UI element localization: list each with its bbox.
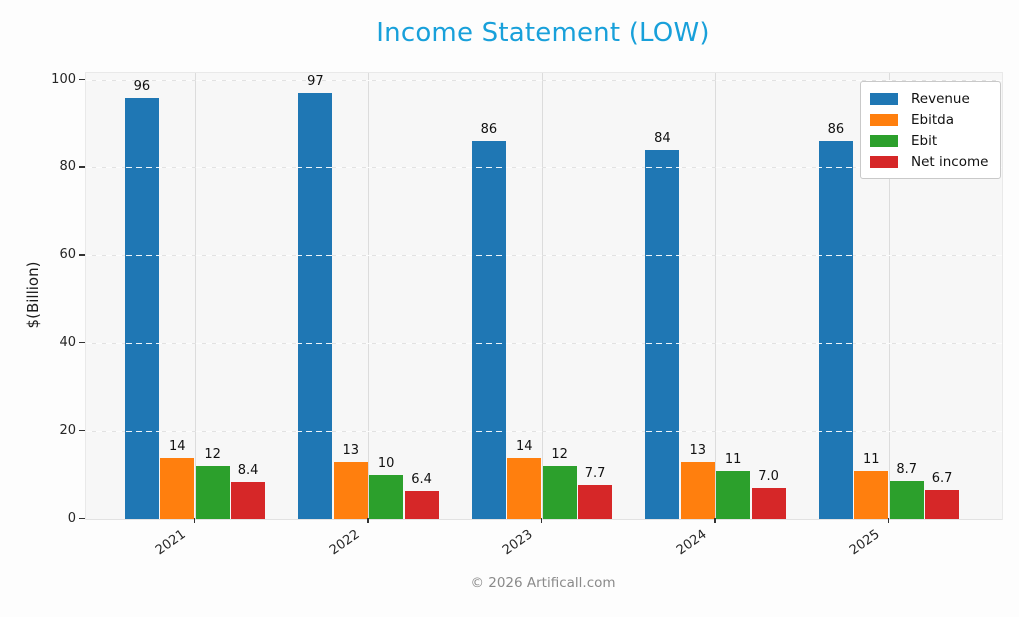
- footer-credit: © 2026 Artificall.com: [470, 575, 616, 591]
- y-tick-mark: [79, 341, 85, 344]
- legend: Revenue Ebitda Ebit Net income: [860, 81, 1002, 179]
- plot-area: 96 97 86 84 86 14 13 14 13 11 12 10 12 11 8.7 8.4 6.4 7.7…: [85, 72, 1003, 520]
- bar-net-income-2024: [751, 488, 786, 519]
- bar-value-label: 8.4: [237, 463, 259, 479]
- bar-ebitda-2022: [333, 461, 368, 519]
- bar-ebit-2025: [889, 480, 924, 519]
- y-tick-label: 0: [67, 510, 76, 526]
- bar-ebitda-2023: [507, 457, 542, 519]
- bar-revenue-2024: [645, 150, 680, 519]
- legend-item-label: Net income: [911, 153, 989, 170]
- bar-net-income-2022: [404, 490, 439, 519]
- bar-value-label: 96: [133, 78, 151, 94]
- x-gridline: [541, 73, 543, 519]
- bar-ebit-2023: [542, 466, 577, 519]
- bar-ebitda-2025: [854, 470, 889, 519]
- legend-swatch-icon: [870, 155, 898, 168]
- x-gridline: [715, 73, 716, 519]
- bar-value-label: 10: [377, 456, 395, 472]
- legend-item-label: Revenue: [911, 90, 970, 107]
- y-gridline: [86, 430, 1002, 432]
- x-tick-mark: [193, 518, 195, 523]
- x-gridline: [368, 73, 369, 519]
- y-tick-label: 20: [59, 422, 76, 438]
- x-tick-mark: [367, 518, 369, 523]
- x-gridline: [888, 73, 890, 519]
- y-tick-mark: [79, 517, 85, 519]
- legend-item-net-income: Net income: [870, 151, 988, 172]
- legend-item-label: Ebit: [911, 132, 938, 149]
- bar-value-label: 14: [169, 438, 186, 454]
- y-tick-mark: [79, 254, 85, 256]
- bar-value-label: 8.7: [896, 461, 918, 477]
- bar-value-label: 6.4: [411, 471, 432, 487]
- y-tick-mark: [79, 429, 85, 432]
- y-tick-label: 80: [59, 159, 76, 175]
- bar-value-label: 7.0: [758, 469, 779, 485]
- bar-net-income-2023: [578, 485, 613, 519]
- y-tick-label: 40: [59, 334, 76, 350]
- bar-revenue-2025: [818, 141, 853, 519]
- y-axis-label: $(Billion): [24, 261, 42, 329]
- bar-value-label: 86: [480, 122, 498, 138]
- legend-swatch-icon: [870, 113, 898, 126]
- y-gridline: [86, 342, 1002, 344]
- bar-ebit-2022: [369, 475, 404, 519]
- y-gridline: [86, 518, 1002, 520]
- bar-value-label: 12: [204, 447, 221, 463]
- bar-value-label: 13: [342, 442, 360, 458]
- y-tick-mark: [79, 166, 85, 168]
- bar-net-income-2025: [925, 489, 960, 519]
- legend-swatch-icon: [870, 92, 898, 105]
- y-tick-label: 60: [59, 247, 76, 263]
- bar-value-label: 6.7: [931, 470, 953, 486]
- legend-item-ebitda: Ebitda: [870, 109, 988, 130]
- bar-ebitda-2021: [160, 457, 195, 519]
- bar-value-label: 12: [551, 447, 568, 463]
- x-tick-mark: [540, 518, 542, 523]
- bar-ebitda-2024: [680, 461, 715, 519]
- y-tick-mark: [79, 78, 85, 80]
- bar-net-income-2021: [231, 482, 266, 519]
- bar-value-label: 86: [827, 122, 845, 138]
- bar-revenue-2022: [298, 93, 333, 519]
- bar-ebit-2024: [716, 470, 751, 519]
- legend-item-ebit: Ebit: [870, 130, 988, 151]
- y-gridline: [86, 255, 1002, 257]
- x-tick-mark: [887, 518, 889, 523]
- chart-title: Income Statement (LOW): [376, 18, 710, 48]
- legend-item-label: Ebitda: [911, 111, 954, 128]
- bar-value-label: 11: [863, 451, 880, 467]
- bar-value-label: 84: [654, 131, 671, 147]
- x-tick-mark: [714, 518, 716, 523]
- bar-value-label: 13: [689, 442, 707, 458]
- bar-ebit-2021: [195, 466, 230, 519]
- bar-revenue-2021: [124, 97, 159, 519]
- bar-value-label: 7.7: [584, 466, 606, 482]
- y-tick-label: 100: [51, 71, 76, 87]
- bar-revenue-2023: [471, 141, 506, 519]
- bar-value-label: 14: [516, 438, 533, 454]
- legend-item-revenue: Revenue: [870, 88, 988, 109]
- bar-value-label: 11: [724, 451, 742, 467]
- x-gridline: [194, 73, 196, 519]
- legend-swatch-icon: [870, 134, 898, 147]
- bar-value-label: 97: [307, 74, 324, 90]
